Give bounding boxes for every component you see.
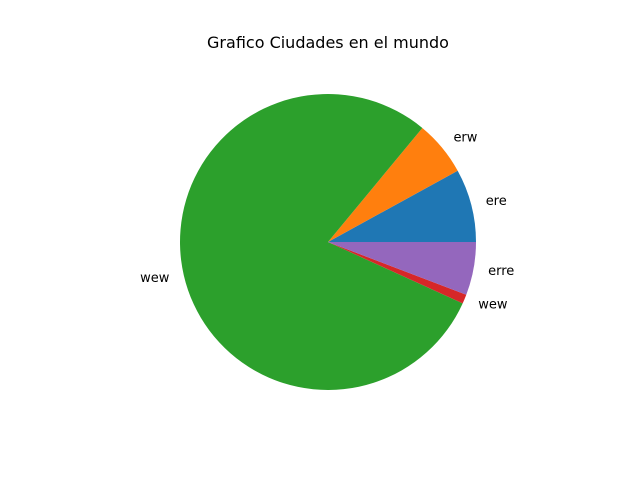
pie-labels: ere erw wew wew erre <box>140 131 514 313</box>
chart-title: Grafico Ciudades en el mundo <box>207 33 449 52</box>
pie-slice-3 <box>328 242 467 304</box>
slice-label-3: wew <box>478 297 508 312</box>
pie-slice-4 <box>328 242 476 295</box>
slice-label-0: ere <box>486 194 507 209</box>
pie-slice-0 <box>328 170 476 242</box>
slice-label-1: erw <box>453 131 477 146</box>
slice-label-2: wew <box>140 271 170 286</box>
pie-slice-1 <box>328 127 458 242</box>
pie-slice-2 <box>180 93 463 390</box>
slice-label-4: erre <box>488 264 514 279</box>
pie-slices <box>180 93 476 390</box>
